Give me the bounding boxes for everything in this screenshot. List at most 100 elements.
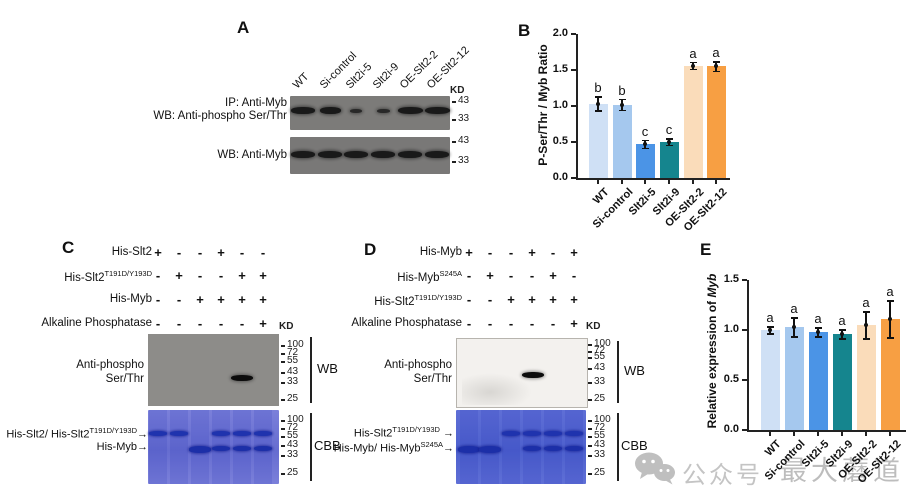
wb-bracket: [310, 337, 312, 403]
gel-lane-streak: [149, 410, 167, 484]
marker-tick: [281, 345, 285, 347]
gel-band-lower: [254, 446, 272, 451]
error-bar-cap: [838, 338, 846, 340]
wb-blot: [148, 334, 279, 406]
phospho-band: [522, 372, 544, 378]
x-tick: [668, 180, 670, 184]
marker-tick: [281, 353, 285, 355]
marker-tick: [588, 357, 592, 359]
condition-symbol: -: [176, 245, 182, 260]
data-point: [691, 63, 695, 68]
protein-band: [291, 107, 315, 114]
condition-symbol: +: [528, 292, 536, 307]
x-tick-label: WT: [590, 186, 612, 207]
error-bar-line: [597, 97, 599, 111]
condition-label: His-Slt2T191D/Y193D: [64, 269, 152, 284]
condition-symbol: -: [197, 245, 203, 260]
x-tick-label: Si-control: [590, 186, 636, 231]
gel-band-lower: [565, 446, 583, 451]
condition-symbol: -: [529, 316, 535, 331]
marker-label: 25: [287, 393, 299, 404]
gel-lane-streak: [481, 410, 499, 484]
error-bar-line: [668, 139, 670, 145]
y-tick: [571, 105, 576, 107]
panel-e-label: E: [700, 240, 712, 259]
gel-lane-streak: [170, 410, 188, 484]
error-bar-cap: [689, 61, 697, 64]
marker-tick: [281, 420, 285, 422]
marker-tick: [452, 101, 456, 103]
significance-letter: c: [665, 122, 673, 138]
kd-label: KD: [586, 321, 601, 332]
cbb-left-label: His-Myb/ His-MybS245A→: [333, 440, 454, 455]
panel-a-blot1-label-line2: WB: Anti-phospho Ser/Thr: [153, 110, 287, 122]
error-bar-cap: [594, 96, 602, 98]
y-tick: [571, 33, 576, 35]
condition-symbol: +: [549, 268, 557, 283]
gel-band-lower: [544, 446, 562, 451]
y-tick: [742, 329, 747, 331]
gel-lane-streak: [565, 410, 583, 484]
condition-symbol: -: [529, 268, 535, 283]
condition-symbol: -: [197, 316, 203, 331]
marker-label: 33: [458, 113, 470, 124]
x-tick-label: Slt2i-9: [650, 186, 683, 218]
gel-band-upper: [170, 431, 188, 436]
marker-tick: [281, 473, 285, 475]
protein-band: [350, 109, 362, 113]
marker-tick: [281, 382, 285, 384]
significance-letter: a: [838, 313, 846, 328]
y-axis-label: P-Ser/Thr / Myb Ratio: [536, 44, 550, 166]
x-tick: [889, 432, 891, 436]
error-bar-cap: [862, 338, 870, 340]
x-tick: [715, 180, 717, 184]
error-bar-cap: [766, 326, 774, 328]
data-point: [667, 140, 671, 144]
marker-label: 33: [287, 449, 299, 460]
marker-tick: [588, 399, 592, 401]
superscript: T191D/Y193D: [89, 426, 137, 435]
bar: [760, 330, 780, 430]
blot-smudge: [462, 373, 532, 405]
error-bar-cap: [790, 336, 798, 338]
cbb-bracket: [310, 413, 312, 481]
y-tick-label: 0.0: [723, 423, 739, 435]
condition-symbol: -: [155, 268, 161, 283]
marker-label: 100: [287, 414, 304, 425]
marker-tick: [588, 455, 592, 457]
x-axis: [747, 430, 906, 432]
y-tick: [742, 379, 747, 381]
marker-tick: [281, 361, 285, 363]
cbb-gel: [456, 410, 586, 484]
error-bar-cap: [618, 109, 626, 112]
error-bar-line: [692, 62, 694, 69]
significance-letter: c: [641, 123, 649, 139]
marker-label: 100: [594, 414, 611, 425]
panel-c-label: C: [62, 238, 75, 257]
condition-symbol: +: [528, 245, 536, 260]
condition-label: His-Slt2T191D/Y193D: [374, 293, 462, 308]
error-bar-cap: [618, 98, 626, 101]
x-tick-label: Slt2i-5: [626, 186, 659, 218]
y-tick: [571, 69, 576, 71]
significance-letter: a: [862, 295, 870, 310]
error-bar-line: [817, 328, 819, 336]
condition-symbol: -: [176, 292, 182, 307]
condition-symbol: +: [507, 292, 515, 307]
condition-symbol: -: [155, 316, 161, 331]
error-bar-line: [865, 312, 867, 338]
x-tick: [692, 180, 694, 184]
data-point: [840, 332, 844, 336]
panel-d-label: D: [364, 240, 377, 259]
superscript: T191D/Y193D: [392, 425, 440, 434]
condition-symbol: -: [508, 268, 514, 283]
y-axis: [747, 280, 749, 432]
protein-band: [398, 151, 422, 158]
lane-label: Slt2i-5: [343, 60, 375, 92]
condition-symbol: -: [466, 268, 472, 283]
error-bar-line: [889, 301, 891, 337]
x-tick: [644, 180, 646, 184]
error-bar-cap: [665, 144, 673, 147]
x-tick: [865, 432, 867, 436]
